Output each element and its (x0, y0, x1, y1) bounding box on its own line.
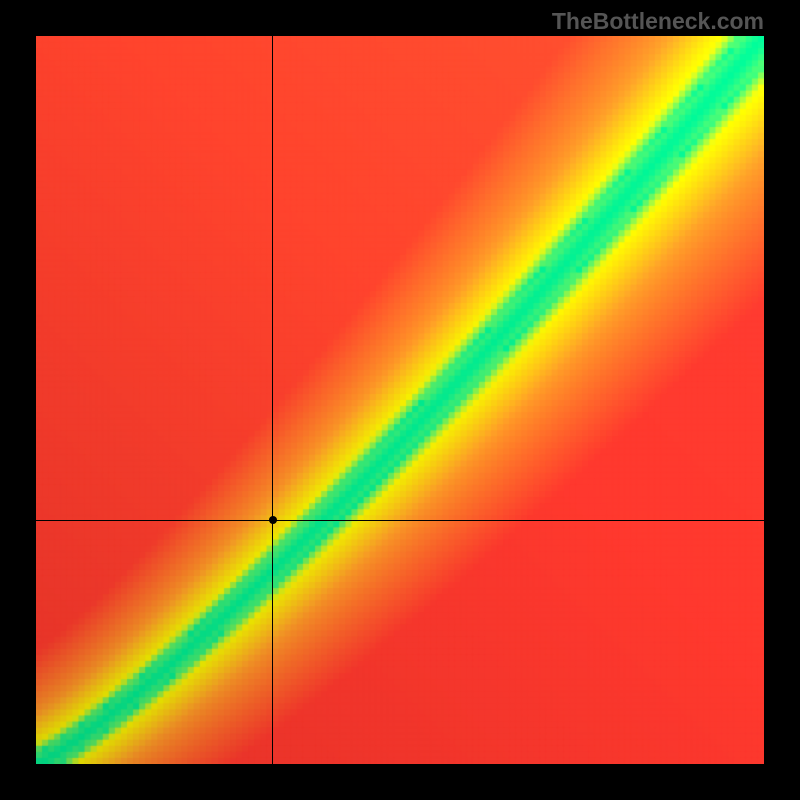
heatmap-canvas (36, 36, 764, 764)
chart-container: TheBottleneck.com (0, 0, 800, 800)
crosshair-horizontal (36, 520, 764, 521)
crosshair-vertical (272, 36, 273, 764)
marker-point (269, 516, 277, 524)
watermark: TheBottleneck.com (552, 8, 764, 35)
heatmap-plot-area (36, 36, 764, 764)
